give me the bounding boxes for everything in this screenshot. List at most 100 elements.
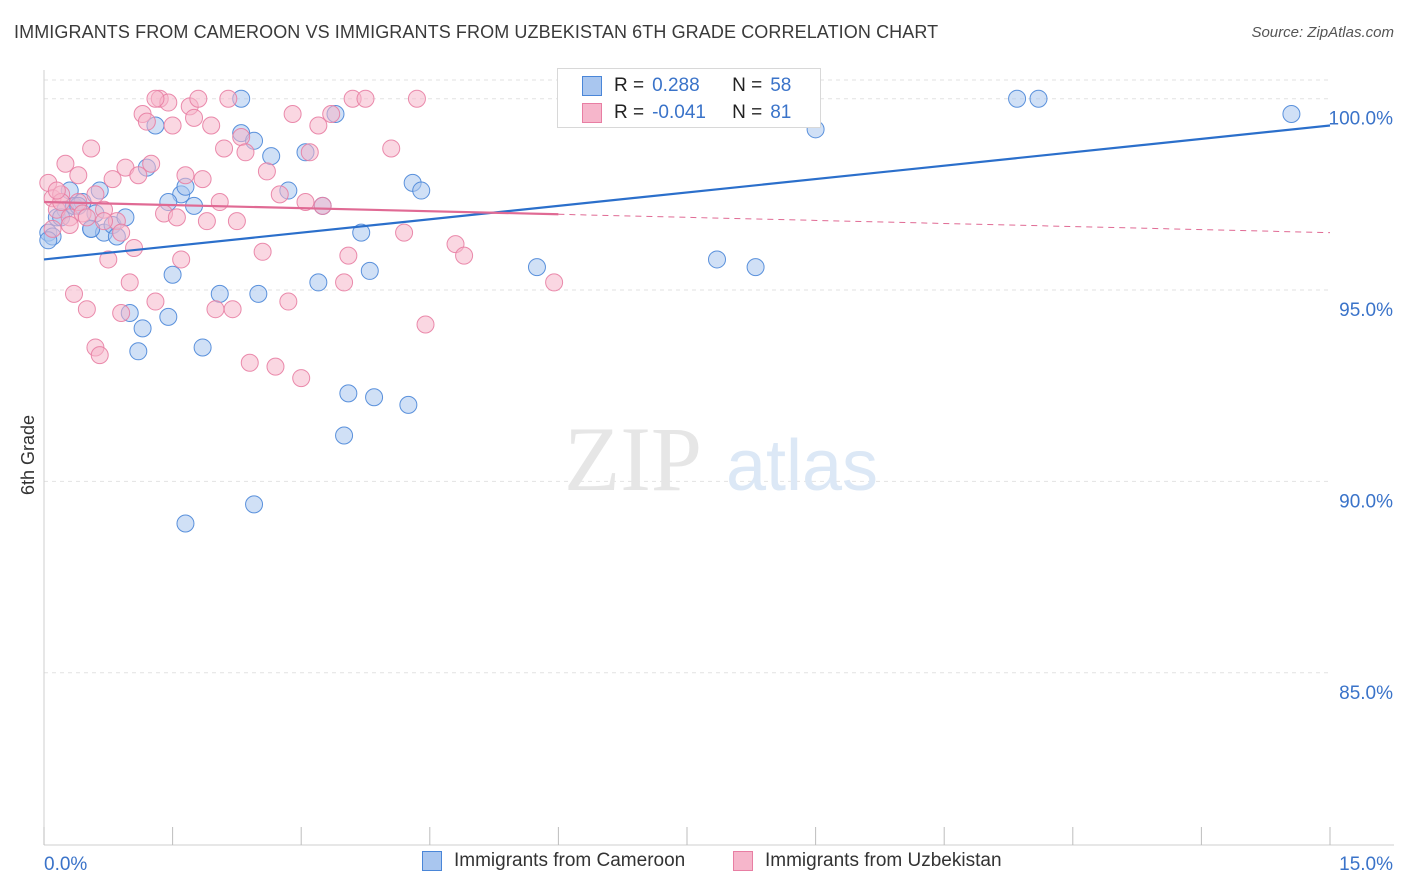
stats-row-cameroon: R = 0.288 N = 58 (582, 73, 791, 99)
uzbekistan-point-71 (95, 212, 114, 231)
uzbekistan-point-9 (77, 300, 96, 319)
uzbekistan-point-6 (65, 284, 84, 303)
stats-r-label: R = (614, 102, 645, 123)
stats-r-value: 0.288 (652, 75, 700, 96)
watermark-atlas: atlas (726, 426, 878, 506)
cameroon-point-18 (159, 307, 178, 326)
uzbekistan-point-79 (146, 89, 165, 108)
uzbekistan-point-28 (163, 116, 182, 135)
uzbekistan-point-56 (339, 246, 358, 265)
cameroon-point-24 (210, 284, 229, 303)
stats-row-uzbekistan: R = -0.041 N = 81 (582, 100, 791, 126)
uzbekistan-point-46 (270, 185, 289, 204)
uzbekistan-point-60 (395, 223, 414, 242)
uzbekistan-point-52 (309, 116, 328, 135)
stats-swatch-cameroon (582, 76, 602, 96)
legend-swatch-cameroon (422, 851, 442, 871)
uzbekistan-point-14 (99, 250, 118, 269)
uzbekistan-point-37 (219, 89, 238, 108)
axes (43, 70, 1394, 846)
cameroon-point-38 (399, 395, 418, 414)
grid-lines (44, 79, 1330, 674)
uzbekistan-point-21 (129, 166, 148, 185)
uzbekistan-point-33 (193, 170, 212, 189)
stats-swatch-uzbekistan (582, 103, 602, 123)
uzbekistan-point-75 (197, 212, 216, 231)
legend-item-cameroon[interactable]: Immigrants from Cameroon (422, 850, 685, 872)
uzbekistan-point-53 (313, 196, 332, 215)
uzbekistan-point-72 (112, 223, 131, 242)
cameroon-point-49 (1282, 105, 1301, 124)
uzbekistan-point-59 (382, 139, 401, 158)
trend-line-cameroon (43, 124, 1331, 261)
uzbekistan-point-48 (283, 105, 302, 124)
uzbekistan-point-65 (545, 273, 564, 292)
cameroon-point-14 (129, 342, 148, 361)
uzbekistan-point-41 (236, 143, 255, 162)
legend-item-uzbekistan[interactable]: Immigrants from Uzbekistan (733, 850, 1002, 872)
cameroon-point-47 (1008, 89, 1027, 108)
stats-r-label: R = (614, 75, 645, 96)
uzbekistan-point-24 (142, 154, 161, 173)
uzbekistan-point-66 (43, 219, 62, 238)
y-tick-label-95: 95.0% (1339, 300, 1393, 321)
uzbekistan-point-30 (176, 166, 195, 185)
y-axis-label: 6th Grade (18, 415, 38, 495)
x-tick-labels: 0.0% 15.0% (44, 854, 1393, 875)
stats-n-label: N = (732, 75, 763, 96)
uzbekistan-point-76 (47, 181, 66, 200)
legend-label-cameroon: Immigrants from Cameroon (454, 850, 686, 871)
trend-line-uzbekistan-dashed (558, 213, 1331, 234)
correlation-stats-box: R = 0.288 N = 58 R = -0.041 N = 81 (557, 68, 821, 128)
cameroon-point-48 (1029, 89, 1048, 108)
legend-label-uzbekistan: Immigrants from Uzbekistan (765, 850, 1002, 871)
stats-n-label: N = (732, 102, 763, 123)
uzbekistan-point-45 (266, 357, 285, 376)
uzbekistan-point-15 (103, 170, 122, 189)
uzbekistan-point-74 (167, 208, 186, 227)
stats-n-value: 58 (770, 75, 792, 96)
stats-n-value: 81 (770, 102, 792, 123)
uzbekistan-point-10 (82, 139, 101, 158)
cameroon-point-45 (708, 250, 727, 269)
uzbekistan-point-61 (407, 89, 426, 108)
uzbekistan-point-4 (56, 154, 75, 173)
cameroon-point-44 (527, 258, 546, 277)
cameroon-point-23 (193, 338, 212, 357)
y-tick-label-90: 90.0% (1339, 491, 1393, 512)
trend-line-uzbekistan (43, 200, 559, 216)
legend-swatch-uzbekistan (733, 851, 753, 871)
uzbekistan-point-39 (227, 212, 246, 231)
trend-lines (43, 124, 1331, 261)
uzbekistan-point-36 (215, 139, 234, 158)
watermark: ZIP atlas (564, 408, 878, 510)
watermark-zip: ZIP (564, 408, 702, 510)
uzbekistan-point-55 (335, 273, 354, 292)
y-tick-labels: 85.0% 90.0% 95.0% 100.0% (1329, 109, 1394, 704)
uzbekistan-point-51 (300, 143, 319, 162)
legend: Immigrants from Cameroon Immigrants from… (0, 850, 1406, 880)
uzbekistan-point-32 (185, 108, 204, 127)
uzbekistan-point-54 (322, 105, 341, 124)
stats-r-value: -0.041 (652, 102, 706, 123)
source-label: Source: ZipAtlas.com (1251, 24, 1394, 41)
uzbekistan-point-70 (86, 185, 105, 204)
cameroon-point-35 (352, 223, 371, 242)
uzbekistan-point-62 (416, 315, 435, 334)
cameroon-point-28 (262, 147, 281, 166)
cameroon-point-40 (412, 181, 431, 200)
cameroon-point-43 (245, 495, 264, 514)
series-uzbekistan-points (39, 89, 564, 388)
uzbekistan-point-80 (69, 166, 88, 185)
cameroon-point-27 (249, 284, 268, 303)
uzbekistan-point-78 (189, 89, 208, 108)
uzbekistan-point-19 (120, 273, 139, 292)
uzbekistan-point-20 (125, 238, 144, 257)
cameroon-point-34 (339, 384, 358, 403)
cameroon-point-46 (746, 258, 765, 277)
uzbekistan-point-69 (77, 208, 96, 227)
chart-title: IMMIGRANTS FROM CAMEROON VS IMMIGRANTS F… (14, 22, 939, 42)
uzbekistan-point-50 (296, 193, 315, 212)
x-tick-label-max: 15.0% (1339, 854, 1393, 875)
cameroon-point-15 (133, 319, 152, 338)
